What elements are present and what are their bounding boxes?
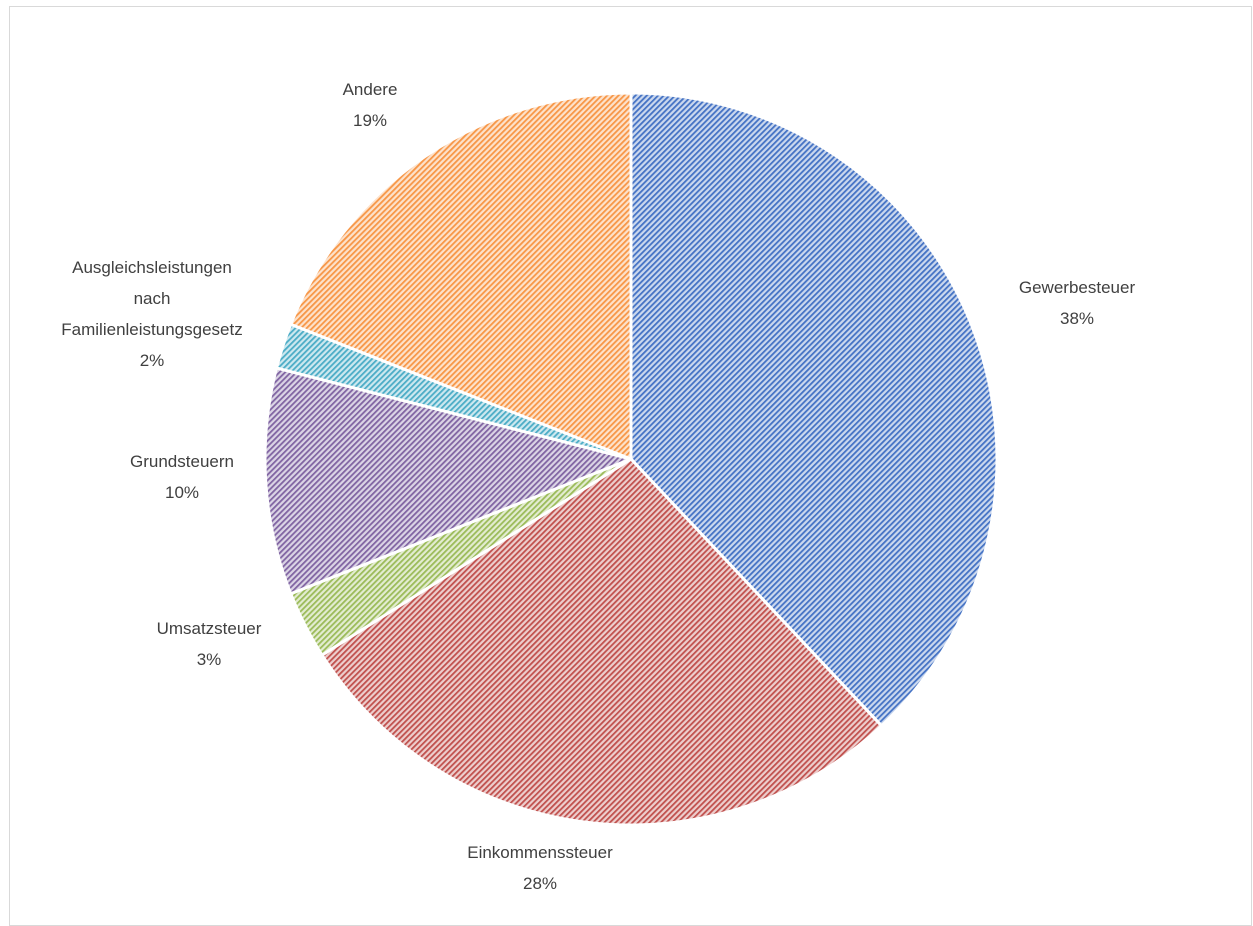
slice-label-ausgleichsleistungen: Ausgleichsleistungen nach Familienleistung… (61, 258, 242, 370)
pie-slices (263, 91, 999, 827)
pie-chart: Gewerbesteuer 38% Einkommenssteuer 28% Umsat… (61, 80, 1135, 893)
pie-slice-gewerbesteuer (629, 91, 999, 728)
pie-slice-andere (289, 91, 633, 461)
pie-labels: Gewerbesteuer 38% Einkommenssteuer 28% Umsat… (61, 80, 1135, 893)
slice-label-grundsteuern: Grundsteuern 10% (130, 452, 234, 502)
slice-label-einkommenssteuer: Einkommenssteuer 28% (467, 843, 613, 893)
pie-slice-einkommenssteuer (320, 457, 884, 827)
slice-label-umsatzsteuer: Umsatzsteuer 3% (157, 619, 262, 669)
slice-label-gewerbesteuer: Gewerbesteuer 38% (1019, 278, 1136, 328)
pie-slice-grundsteuern (263, 366, 633, 596)
slice-label-andere: Andere 19% (343, 80, 398, 130)
